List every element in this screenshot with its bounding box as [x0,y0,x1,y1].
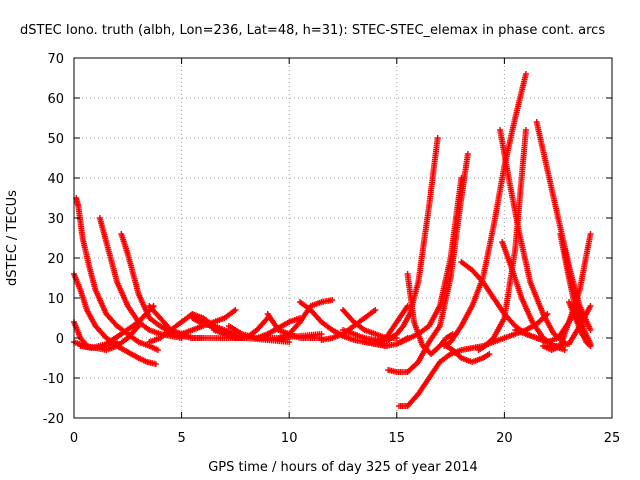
series-markers [533,119,594,333]
series-markers [497,127,568,345]
x-tick-label: 15 [389,431,406,446]
series-arc-7 [118,231,207,341]
series-arc-13 [189,315,239,337]
series-markers [189,315,239,337]
chart-title: dSTEC Iono. truth (albh, Lon=236, Lat=48… [20,23,605,38]
x-tick-label: 0 [70,431,78,446]
x-axis-label: GPS time / hours of day 325 of year 2014 [208,460,478,475]
series-markers [118,231,207,341]
x-tick-label: 20 [496,431,513,446]
y-tick-label: -20 [43,412,64,427]
series-markers [71,271,159,367]
y-tick-label: 0 [56,332,64,347]
x-axis-ticks: 0 5 10 15 20 25 [70,58,620,446]
y-tick-label: 70 [47,52,64,67]
y-tick-label: 40 [47,172,64,187]
x-tick-label: 5 [177,431,185,446]
y-tick-label: 30 [47,212,64,227]
series-arc-40 [544,303,594,349]
y-tick-label: 20 [47,252,64,267]
series-arc-35 [533,119,594,333]
y-axis-label: dSTEC / TECUs [5,190,20,286]
series-arc-27 [404,271,456,357]
y-tick-label: 10 [47,292,64,307]
x-tick-label: 25 [604,431,621,446]
y-tick-label: 60 [47,92,64,107]
series-arc-32 [497,127,568,345]
series-markers [275,297,336,341]
series-markers [404,271,456,357]
series-layer [71,71,594,409]
x-tick-label: 10 [281,431,298,446]
y-tick-label: 50 [47,132,64,147]
series-arc-29 [443,343,493,365]
series-markers [544,303,594,349]
y-axis-ticks: -20 -10 0 10 20 30 40 50 60 70 [43,52,612,427]
y-tick-label: -10 [43,372,64,387]
series-arc-17 [275,297,336,341]
plot-frame [73,57,613,419]
series-arc-2 [71,271,159,367]
series-markers [443,343,493,365]
